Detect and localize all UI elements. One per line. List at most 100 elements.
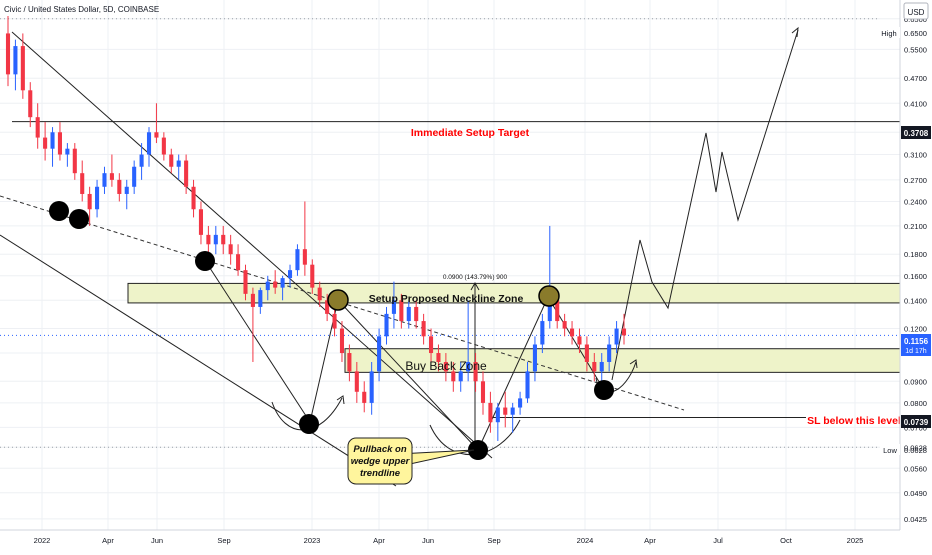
candle-body <box>273 281 278 288</box>
sl-label: SL below this level <box>807 415 901 427</box>
chart-title: Civic / United States Dollar, 5D, COINBA… <box>4 5 159 14</box>
pivot-marker <box>195 251 215 271</box>
price-tags: USD High 0.6500 Low 0.0628 0.3708 0.0739… <box>878 2 931 455</box>
candle-body <box>20 46 25 91</box>
candle-body <box>146 132 152 155</box>
candle-body <box>154 132 159 138</box>
candle-body <box>161 137 166 155</box>
candle-body <box>421 321 426 337</box>
x-tick-label: 2025 <box>847 536 864 545</box>
candle-body <box>5 33 11 75</box>
candle-body <box>95 186 100 210</box>
right-bowl-arrowhead <box>629 359 638 369</box>
candle-body <box>65 148 70 155</box>
candle-body <box>228 244 233 255</box>
candle-body <box>87 193 92 210</box>
candle-body <box>109 173 114 180</box>
candle-body <box>391 300 396 314</box>
pivot-markers <box>49 201 614 460</box>
y-tick-label: 0.0560 <box>904 464 927 473</box>
candle-body <box>406 306 411 322</box>
candle-body <box>287 270 293 279</box>
candle-body <box>414 306 419 322</box>
candle-body <box>525 371 530 399</box>
candle-body <box>139 154 144 167</box>
candle-body <box>443 361 448 372</box>
lower-channel-line <box>0 234 397 487</box>
candle-body <box>124 186 129 194</box>
candle-body <box>547 300 552 322</box>
candle-body <box>339 328 345 354</box>
candle-body <box>80 173 85 194</box>
candle-body <box>503 407 508 415</box>
y-tick-label: 0.0425 <box>904 515 927 524</box>
target-tag <box>901 126 931 139</box>
candle-body <box>577 336 582 345</box>
candle-body <box>362 391 367 403</box>
pivot-marker <box>538 285 560 307</box>
y-tick-label: 0.1400 <box>904 296 927 305</box>
pivot-marker <box>594 380 614 400</box>
y-tick-label: 0.3100 <box>904 151 927 160</box>
candle-body <box>510 407 515 415</box>
candle-body <box>35 117 40 138</box>
candle-body <box>13 46 18 75</box>
candle-body <box>295 249 300 271</box>
candle-body <box>607 344 612 362</box>
target-label: Immediate Setup Target <box>411 127 530 139</box>
candle-body <box>28 90 33 118</box>
x-tick-label: Apr <box>644 536 656 545</box>
buyback-label: Buy Back Zone <box>405 359 487 373</box>
candle-body <box>332 313 337 329</box>
candle-body <box>258 290 263 307</box>
y-tick-label: 0.2400 <box>904 197 927 206</box>
x-tick-label: Oct <box>780 536 793 545</box>
candle-body <box>191 186 196 210</box>
y-tick-label: 0.0900 <box>904 377 927 386</box>
current-value: 0.1156 <box>904 337 929 346</box>
candle-body <box>540 321 545 345</box>
candle-body <box>325 300 330 314</box>
low-value: 0.0628 <box>904 446 927 455</box>
candle-body <box>176 160 181 167</box>
candle-body <box>570 328 575 337</box>
sl-value: 0.0739 <box>904 418 929 427</box>
target-value: 0.3708 <box>904 129 929 138</box>
candle-body <box>369 371 374 403</box>
candle-body <box>354 371 359 392</box>
sl-tag <box>901 415 931 428</box>
candle-body <box>377 336 382 372</box>
x-tick-label: Sep <box>217 536 230 545</box>
x-tick-label: 2023 <box>304 536 321 545</box>
pivot-marker <box>299 414 319 434</box>
candle-body <box>599 361 604 372</box>
currency-label: USD <box>908 8 925 17</box>
y-tick-label: 0.0628 <box>904 443 927 452</box>
x-axis-ticks: 2022 Apr Jun Sep 2023 Apr Jun Sep 2024 Apr Jul Oct 2… <box>34 536 864 545</box>
candle-body <box>213 234 218 245</box>
x-tick-label: Apr <box>102 536 114 545</box>
candle-body <box>384 313 389 337</box>
candle-body <box>584 344 589 362</box>
candle-body <box>250 293 255 307</box>
candle-body <box>169 154 174 167</box>
projection-path <box>611 29 799 381</box>
candle-body <box>50 132 55 149</box>
candle-body <box>458 371 463 382</box>
y-tick-label: 0.4700 <box>904 74 927 83</box>
callout-line-3: trendline <box>360 468 401 479</box>
candle-body <box>280 278 285 288</box>
candle-body <box>43 137 48 149</box>
pivot-marker <box>69 209 89 229</box>
x-tick-label: 2024 <box>577 536 594 545</box>
high-label-box <box>878 27 900 38</box>
candle-body <box>473 361 478 382</box>
y-tick-label: 0.1800 <box>904 250 927 259</box>
candle-body <box>488 402 493 423</box>
candle-body <box>221 234 226 245</box>
candle-body <box>132 166 137 187</box>
candle-body <box>495 407 500 423</box>
candle-body <box>72 148 77 174</box>
